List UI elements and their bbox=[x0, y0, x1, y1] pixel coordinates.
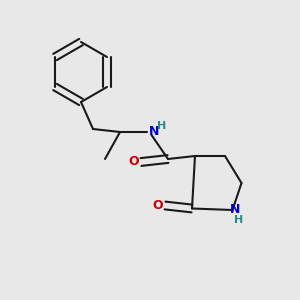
Text: O: O bbox=[128, 155, 139, 169]
Text: H: H bbox=[158, 121, 167, 131]
Text: N: N bbox=[230, 203, 241, 217]
Text: N: N bbox=[148, 125, 159, 139]
Text: O: O bbox=[152, 199, 163, 212]
Text: H: H bbox=[234, 215, 243, 226]
